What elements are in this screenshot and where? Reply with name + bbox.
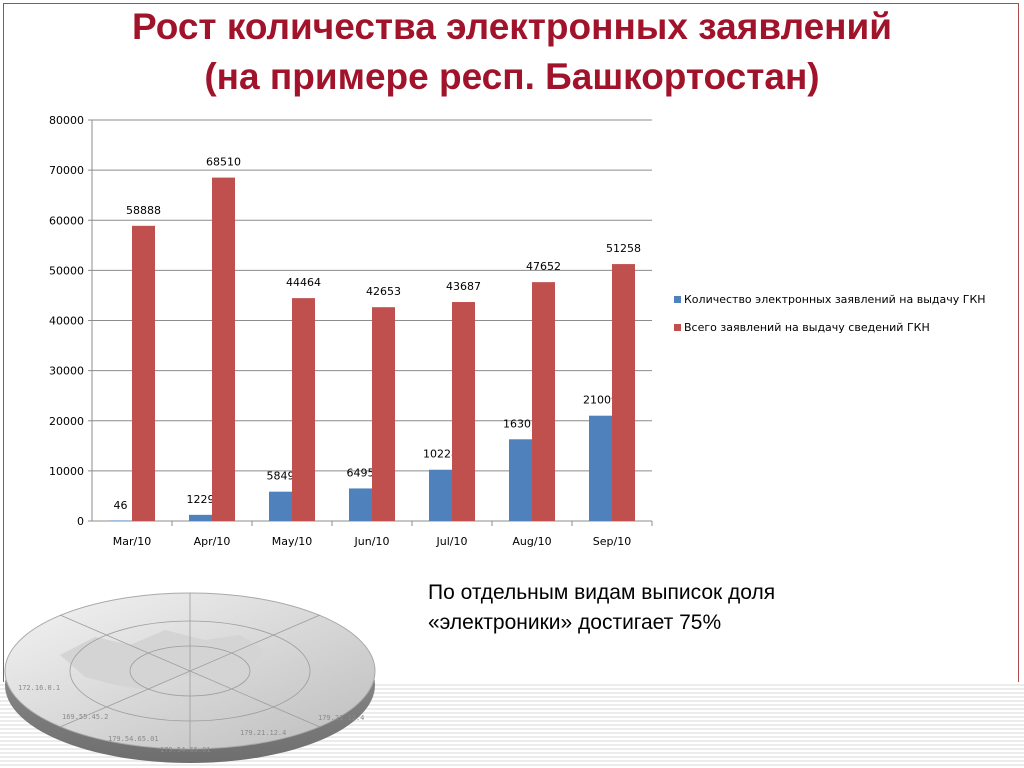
x-tick-label: May/10 <box>272 535 312 548</box>
data-label: 58888 <box>126 204 161 217</box>
globe-icon: 172.16.0.1 169.55.45.2 179.54.65.01179.54.… <box>4 592 376 763</box>
data-label: 51258 <box>606 242 641 255</box>
x-tick-label: Jun/10 <box>354 535 390 548</box>
bar-total <box>372 307 395 521</box>
bar-electronic <box>109 520 132 521</box>
slide-title: Рост количества электронных заявлений (н… <box>0 2 1024 102</box>
x-tick-label: Mar/10 <box>113 535 151 548</box>
globe-ip-label: 179.54.65.01 <box>160 746 211 754</box>
y-tick-label: 10000 <box>49 465 84 478</box>
title-line-2: (на примере респ. Башкортостан) <box>204 56 820 97</box>
legend-item-electronic: Количество электронных заявлений на выда… <box>672 292 1002 308</box>
y-tick-label: 40000 <box>49 315 84 328</box>
bar-total <box>212 177 235 521</box>
data-label: 46 <box>114 499 128 512</box>
y-tick-label: 20000 <box>49 415 84 428</box>
bar-electronic <box>349 488 372 521</box>
globe-ip-label: 179.21.12.4 <box>318 714 364 722</box>
data-label: 21009 <box>583 394 618 407</box>
data-label: 1229 <box>187 493 215 506</box>
legend-label-electronic: Количество электронных заявлений на выда… <box>684 293 986 306</box>
bar-electronic <box>269 491 292 521</box>
x-tick-label: Aug/10 <box>512 535 551 548</box>
bar-electronic <box>509 439 532 521</box>
data-label: 47652 <box>526 260 561 273</box>
bar-total <box>532 282 555 521</box>
legend-label-total: Всего заявлений на выдачу сведений ГКН <box>684 321 930 334</box>
legend-swatch-blue <box>674 296 681 303</box>
data-label: 5849 <box>267 470 295 483</box>
y-tick-label: 0 <box>77 515 84 528</box>
data-label: 44464 <box>286 276 321 289</box>
title-line-1: Рост количества электронных заявлений <box>131 6 893 47</box>
bar-total <box>292 298 315 521</box>
legend-item-total: Всего заявлений на выдачу сведений ГКН <box>672 320 1002 336</box>
note-text: По отдельным видам выписок доля «электро… <box>428 578 988 638</box>
data-label: 6495 <box>347 466 375 479</box>
legend-swatch-red <box>674 324 681 331</box>
data-label: 16301 <box>503 417 538 430</box>
x-tick-label: Apr/10 <box>194 535 231 548</box>
y-tick-label: 50000 <box>49 264 84 277</box>
y-tick-label: 80000 <box>49 114 84 127</box>
bar-electronic <box>589 415 612 521</box>
y-tick-label: 70000 <box>49 164 84 177</box>
bar-electronic <box>429 469 452 521</box>
bar-total <box>612 264 635 521</box>
y-tick-label: 60000 <box>49 214 84 227</box>
x-tick-label: Sep/10 <box>593 535 631 548</box>
note-line-2: «электроники» достигает 75% <box>428 611 722 634</box>
y-tick-label: 30000 <box>49 365 84 378</box>
x-tick-label: Jul/10 <box>436 535 468 548</box>
globe-ip-label: 169.55.45.2 <box>62 713 108 721</box>
globe-ip-label: 179.21.12.4 <box>240 729 286 737</box>
data-label: 42653 <box>366 285 401 298</box>
bar-total <box>132 225 155 521</box>
chart-legend: Количество электронных заявлений на выда… <box>672 292 1002 348</box>
globe-ip-label: 179.54.65.01 <box>108 735 159 743</box>
globe-ip-label: 172.16.0.1 <box>18 684 60 692</box>
bar-total <box>452 302 475 521</box>
note-line-1: По отдельным видам выписок доля <box>428 581 776 604</box>
data-label: 68510 <box>206 156 241 169</box>
bar-electronic <box>189 514 212 521</box>
data-label: 10228 <box>423 448 458 461</box>
data-label: 43687 <box>446 280 481 293</box>
